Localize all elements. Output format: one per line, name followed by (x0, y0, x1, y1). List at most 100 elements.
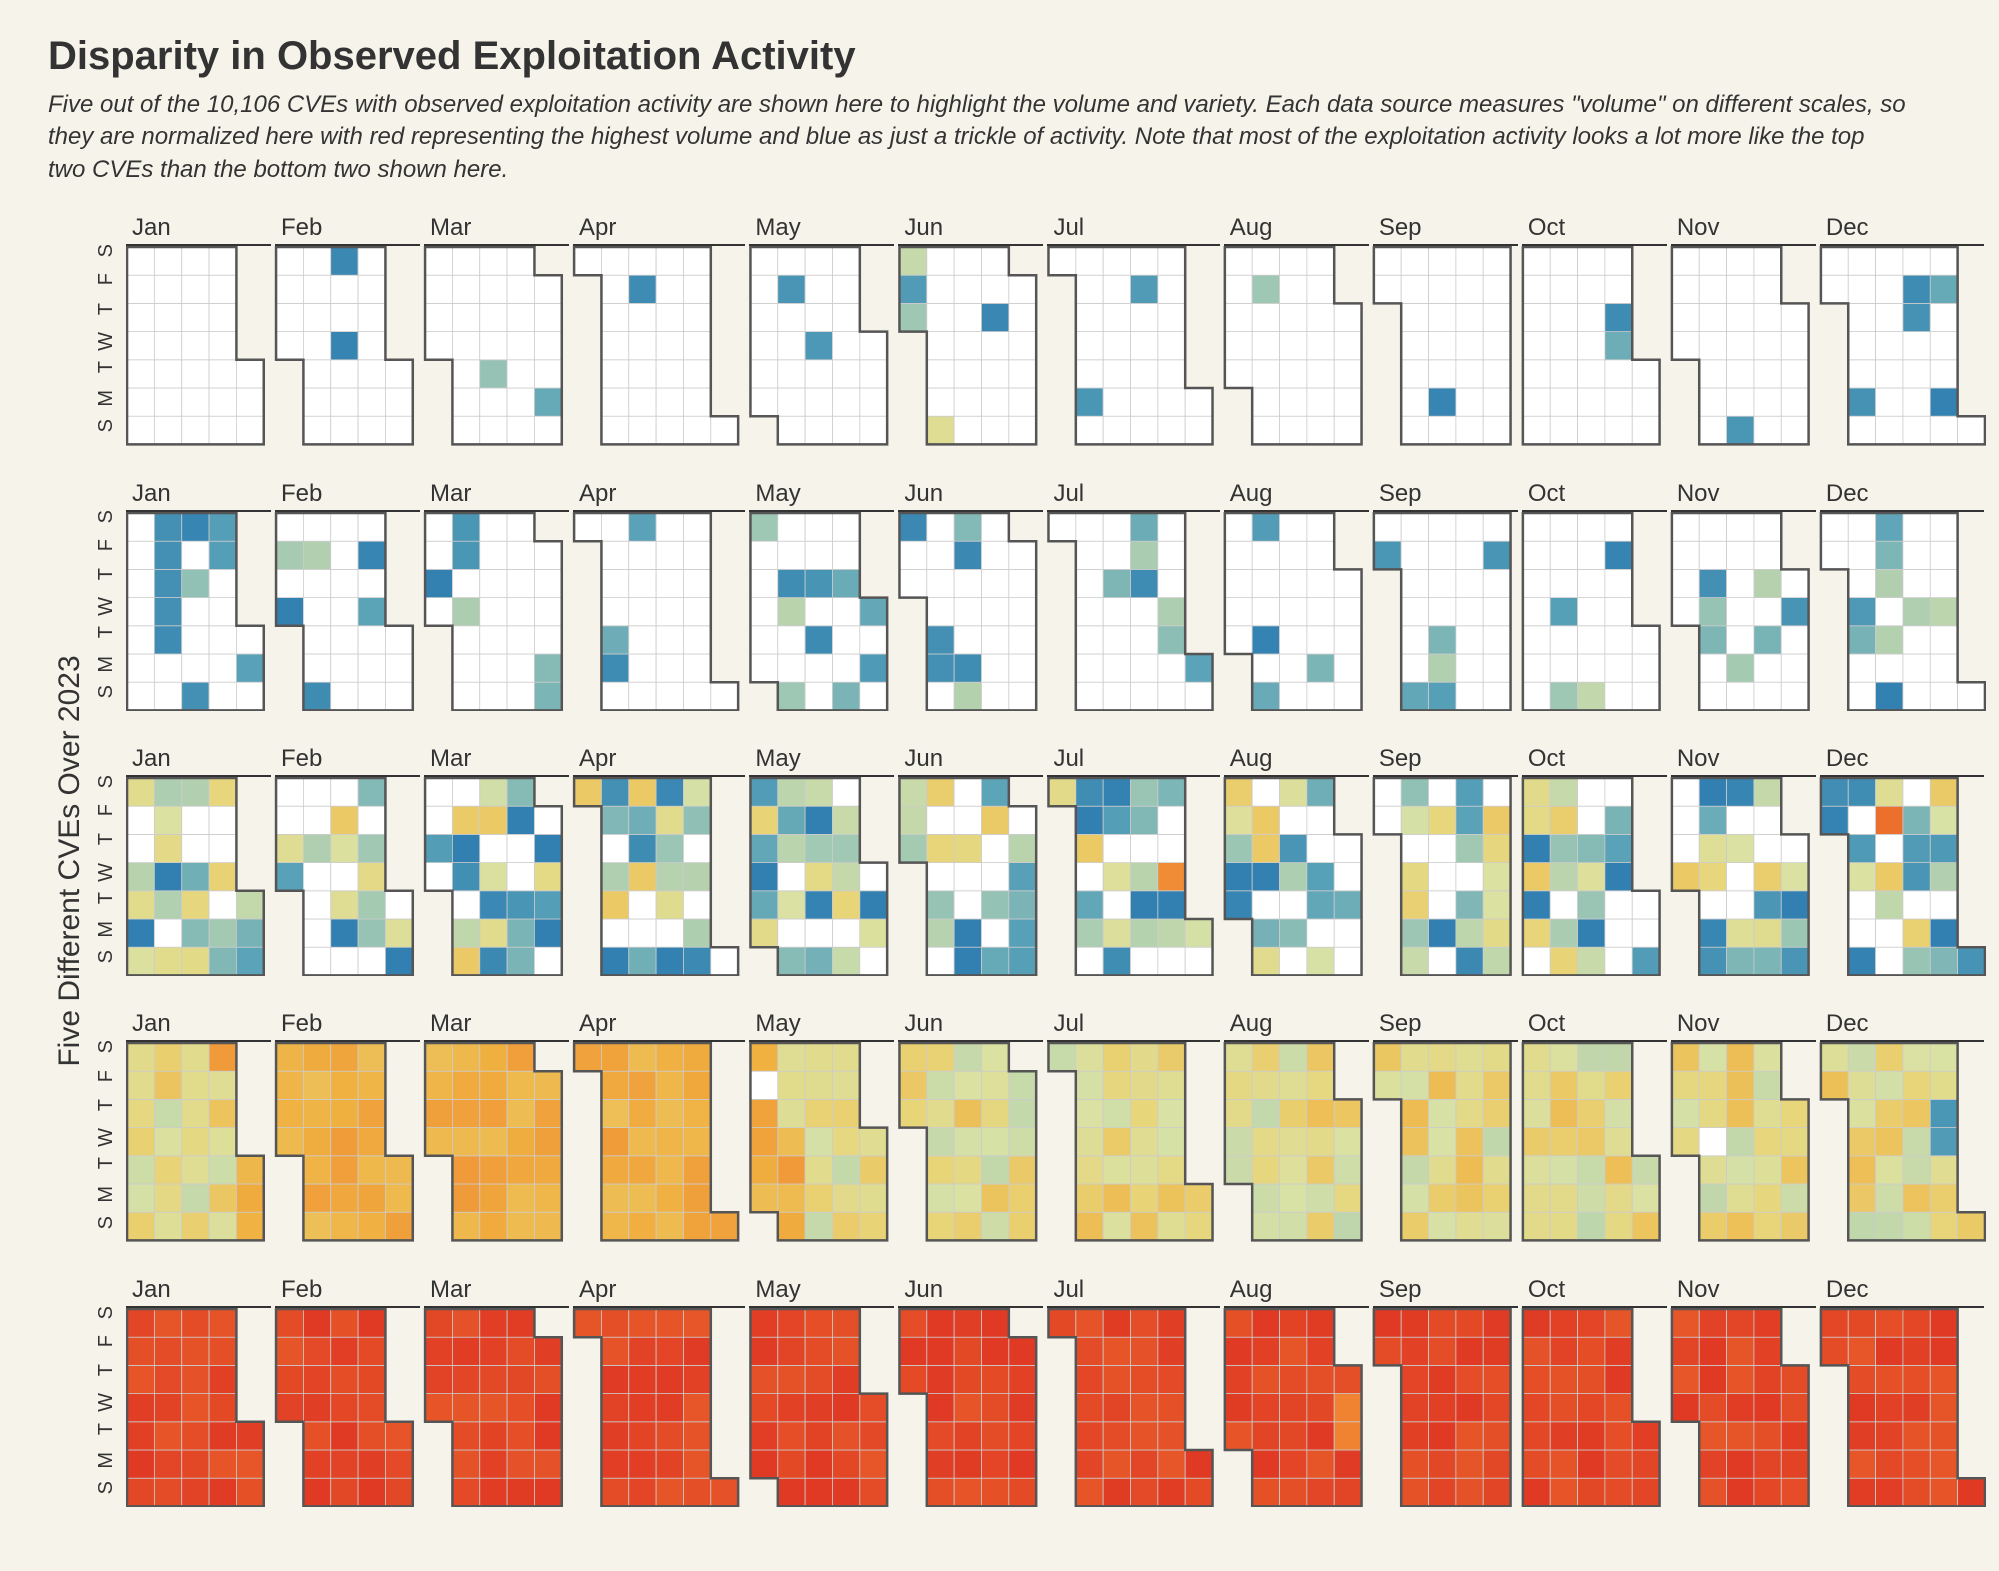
day-label: F (96, 1070, 116, 1098)
month-label: Jul (1047, 745, 1219, 777)
day-label: F (96, 539, 116, 567)
cve_row_4: JanFebMarAprMayJunJulAugSepOctNovDec SMT… (92, 1010, 1986, 1241)
month-label: Jun (898, 214, 1043, 246)
cve_row_2: JanFebMarAprMayJunJulAugSepOctNovDec SMT… (92, 480, 1986, 711)
month-label: May (749, 1276, 894, 1308)
page-subtitle: Five out of the 10,106 CVEs with observe… (48, 89, 1908, 186)
calendar-heatmap (126, 1308, 1986, 1507)
month-label: Feb (275, 1276, 420, 1308)
calendar-heatmap (126, 512, 1986, 711)
month-label: Aug (1224, 1276, 1369, 1308)
day-label: T (96, 1423, 116, 1451)
day-label: T (96, 833, 116, 861)
month-label: Jan (126, 214, 271, 246)
day-label: T (96, 626, 116, 654)
month-label: Apr (573, 745, 745, 777)
day-label: W (96, 332, 116, 360)
month-label: Sep (1373, 480, 1518, 512)
month-label: Dec (1820, 214, 1984, 246)
month-label: Oct (1522, 480, 1667, 512)
day-label: T (96, 568, 116, 596)
month-labels: JanFebMarAprMayJunJulAugSepOctNovDec (126, 1010, 1986, 1042)
month-label: Dec (1820, 1276, 1984, 1308)
month-label: Jun (898, 1010, 1043, 1042)
day-label: S (96, 1306, 116, 1334)
day-label: S (96, 244, 116, 272)
month-label: Feb (275, 745, 420, 777)
month-label: Nov (1671, 1010, 1816, 1042)
month-labels: JanFebMarAprMayJunJulAugSepOctNovDec (126, 1276, 1986, 1308)
cve_row_1: JanFebMarAprMayJunJulAugSepOctNovDec SMT… (92, 214, 1986, 445)
month-label: Jan (126, 745, 271, 777)
month-label: Aug (1224, 1010, 1369, 1042)
month-label: Mar (424, 1010, 569, 1042)
month-label: Nov (1671, 745, 1816, 777)
month-label: Jun (898, 1276, 1043, 1308)
day-label: T (96, 1157, 116, 1185)
month-label: Apr (573, 1276, 745, 1308)
month-labels: JanFebMarAprMayJunJulAugSepOctNovDec (126, 480, 1986, 512)
month-label: Jul (1047, 214, 1219, 246)
day-labels: SMTWTFS (92, 1042, 126, 1241)
cve_row_5: JanFebMarAprMayJunJulAugSepOctNovDec SMT… (92, 1276, 1986, 1507)
month-label: Jul (1047, 1276, 1219, 1308)
day-label: M (96, 921, 116, 949)
day-labels: SMTWTFS (92, 512, 126, 711)
page-title: Disparity in Observed Exploitation Activ… (48, 34, 1951, 79)
month-label: Dec (1820, 745, 1984, 777)
month-label: Sep (1373, 214, 1518, 246)
y-axis-label-wrap: Five Different CVEs Over 2023 (48, 214, 92, 1507)
month-label: May (749, 1010, 894, 1042)
day-label: W (96, 863, 116, 891)
month-label: Oct (1522, 745, 1667, 777)
month-labels: JanFebMarAprMayJunJulAugSepOctNovDec (126, 745, 1986, 777)
day-label: S (96, 1040, 116, 1068)
calendar-rows: JanFebMarAprMayJunJulAugSepOctNovDec SMT… (92, 214, 1986, 1507)
month-label: Sep (1373, 745, 1518, 777)
day-label: T (96, 361, 116, 389)
day-label: M (96, 1452, 116, 1480)
month-label: Aug (1224, 745, 1369, 777)
month-label: May (749, 745, 894, 777)
day-label: T (96, 1099, 116, 1127)
calendar-heatmap (126, 777, 1986, 976)
chart-area: Five Different CVEs Over 2023 JanFebMarA… (48, 214, 1951, 1507)
day-label: S (96, 510, 116, 538)
month-label: Mar (424, 214, 569, 246)
month-label: Feb (275, 480, 420, 512)
day-label: F (96, 1335, 116, 1363)
month-label: Apr (573, 480, 745, 512)
month-label: Jan (126, 1276, 271, 1308)
day-label: S (96, 950, 116, 978)
month-label: Dec (1820, 480, 1984, 512)
calendar-heatmap (126, 1042, 1986, 1241)
month-label: Nov (1671, 1276, 1816, 1308)
day-labels: SMTWTFS (92, 246, 126, 445)
month-label: Feb (275, 214, 420, 246)
month-label: May (749, 480, 894, 512)
day-label: F (96, 804, 116, 832)
month-label: Apr (573, 1010, 745, 1042)
month-label: Nov (1671, 214, 1816, 246)
day-label: W (96, 1393, 116, 1421)
month-labels: JanFebMarAprMayJunJulAugSepOctNovDec (126, 214, 1986, 246)
month-label: Oct (1522, 1276, 1667, 1308)
month-label: Jan (126, 480, 271, 512)
month-label: Jul (1047, 1010, 1219, 1042)
month-label: Apr (573, 214, 745, 246)
month-label: Jun (898, 745, 1043, 777)
month-label: Aug (1224, 214, 1369, 246)
month-label: Feb (275, 1010, 420, 1042)
month-label: Nov (1671, 480, 1816, 512)
month-label: Jun (898, 480, 1043, 512)
day-label: T (96, 892, 116, 920)
day-label: S (96, 1481, 116, 1509)
cve_row_3: JanFebMarAprMayJunJulAugSepOctNovDec SMT… (92, 745, 1986, 976)
day-label: T (96, 303, 116, 331)
day-label: S (96, 1216, 116, 1244)
month-label: Mar (424, 745, 569, 777)
day-label: W (96, 1128, 116, 1156)
day-label: S (96, 775, 116, 803)
month-label: Mar (424, 1276, 569, 1308)
day-label: S (96, 419, 116, 447)
